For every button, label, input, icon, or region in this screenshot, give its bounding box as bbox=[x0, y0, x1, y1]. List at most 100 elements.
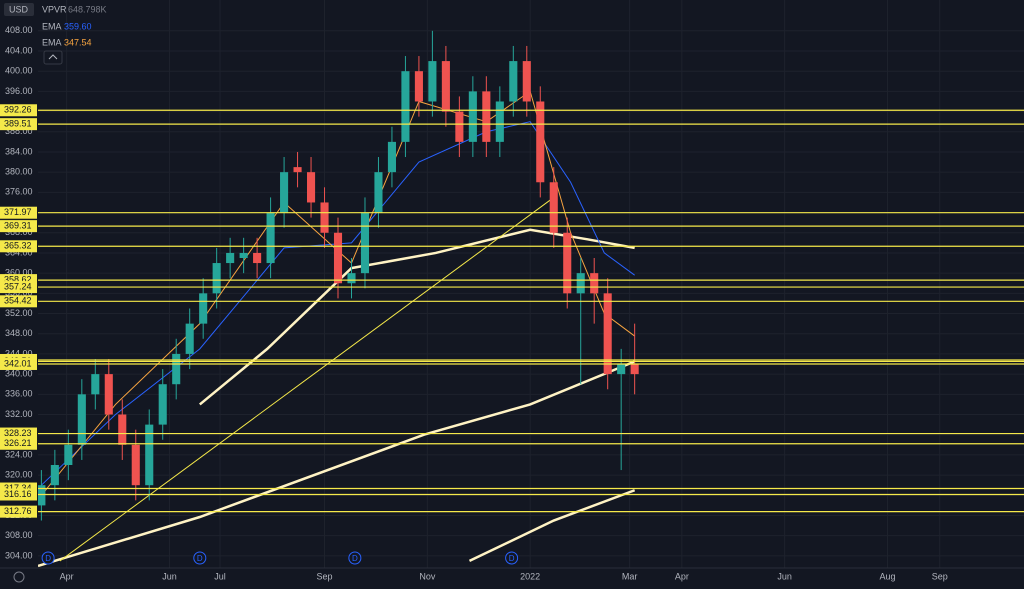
level-label: 371.97 bbox=[4, 207, 32, 217]
level-label: 365.32 bbox=[4, 241, 32, 251]
candle-body bbox=[590, 273, 599, 294]
candle-body bbox=[131, 444, 140, 486]
collapse-button[interactable] bbox=[43, 50, 63, 65]
y-tick-label: 360.00 bbox=[5, 268, 33, 278]
candle-body bbox=[603, 293, 612, 375]
level-label-box bbox=[0, 437, 37, 450]
candle-body bbox=[455, 111, 464, 142]
x-tick-label: Jun bbox=[162, 571, 177, 581]
candle-body bbox=[226, 252, 235, 264]
candle-body bbox=[64, 444, 73, 466]
candle-body bbox=[509, 61, 518, 102]
candle-body bbox=[158, 384, 167, 425]
candle-body bbox=[617, 364, 626, 375]
candle-body bbox=[104, 374, 113, 415]
candle-body bbox=[280, 172, 289, 213]
candle-body bbox=[118, 414, 127, 445]
y-tick-label: 344.00 bbox=[5, 348, 33, 358]
currency-button[interactable] bbox=[4, 3, 34, 16]
collapse-icon bbox=[48, 54, 58, 60]
indicator-line bbox=[468, 489, 636, 563]
indicator-name: VPVR bbox=[42, 4, 67, 14]
level-label: 342.01 bbox=[4, 358, 32, 368]
event-marker bbox=[41, 551, 55, 565]
level-label-box bbox=[0, 281, 37, 294]
candle-body bbox=[50, 465, 59, 486]
candle-body bbox=[172, 353, 181, 385]
candle-body bbox=[199, 293, 208, 324]
y-tick-label: 388.00 bbox=[5, 126, 33, 136]
candle-body bbox=[563, 232, 572, 294]
candle-body bbox=[77, 394, 86, 445]
candle-body bbox=[428, 61, 437, 102]
legend-name: EMA bbox=[42, 37, 62, 47]
candle-body bbox=[549, 182, 558, 233]
candle-body bbox=[266, 212, 275, 264]
x-tick-label: Jul bbox=[214, 571, 226, 581]
level-label-box bbox=[0, 240, 37, 253]
y-tick-label: 376.00 bbox=[5, 187, 33, 197]
event-marker bbox=[505, 551, 519, 565]
level-label: 317.34 bbox=[4, 483, 32, 493]
candle-body bbox=[347, 273, 356, 284]
level-label-box bbox=[0, 104, 37, 117]
level-label: 354.42 bbox=[4, 296, 32, 306]
event-label: D bbox=[45, 554, 51, 563]
candle-body bbox=[522, 61, 531, 102]
level-label-box bbox=[0, 206, 37, 219]
event-label: D bbox=[197, 554, 203, 563]
candle-body bbox=[145, 424, 154, 486]
settings-icon[interactable] bbox=[13, 571, 25, 583]
y-tick-label: 340.00 bbox=[5, 368, 33, 378]
legend-name: EMA bbox=[42, 21, 62, 31]
level-label-box bbox=[0, 220, 37, 233]
candle-body bbox=[307, 172, 316, 203]
y-tick-label: 308.00 bbox=[5, 530, 33, 540]
y-tick-label: 320.00 bbox=[5, 469, 33, 479]
level-label: 326.21 bbox=[4, 438, 32, 448]
legend-value: 347.54 bbox=[64, 37, 92, 47]
level-label: 358.62 bbox=[4, 274, 32, 284]
candle-body bbox=[482, 91, 491, 142]
level-label: 316.16 bbox=[4, 489, 32, 499]
candle-body bbox=[253, 252, 262, 264]
x-tick-label: Sep bbox=[317, 571, 333, 581]
level-label-box bbox=[0, 427, 37, 440]
event-marker bbox=[348, 551, 362, 565]
y-tick-label: 352.00 bbox=[5, 308, 33, 318]
x-tick-label: Jun bbox=[777, 571, 792, 581]
candle-body bbox=[374, 172, 383, 213]
level-label-box bbox=[0, 505, 37, 518]
level-label-box bbox=[0, 357, 37, 370]
indicator-line bbox=[59, 197, 555, 562]
x-tick-label: Mar bbox=[622, 571, 638, 581]
candle-body bbox=[495, 101, 504, 142]
y-tick-label: 380.00 bbox=[5, 167, 33, 177]
y-tick-label: 332.00 bbox=[5, 409, 33, 419]
candle-body bbox=[293, 167, 302, 173]
level-label-box bbox=[0, 295, 37, 308]
level-label-box bbox=[0, 488, 37, 501]
y-tick-label: 400.00 bbox=[5, 66, 33, 76]
x-tick-label: 2022 bbox=[520, 571, 540, 581]
y-tick-label: 304.00 bbox=[5, 550, 33, 560]
currency[interactable]: USD bbox=[9, 4, 29, 14]
x-tick-label: Nov bbox=[419, 571, 436, 581]
candle-body bbox=[360, 212, 370, 274]
event-label: D bbox=[509, 554, 515, 563]
y-tick-label: 404.00 bbox=[5, 45, 33, 55]
legend: USD VPVR 648.798K EMA 359.60 EMA 347.54 bbox=[4, 3, 107, 65]
candle-body bbox=[401, 71, 410, 142]
x-tick-label: Apr bbox=[675, 571, 689, 581]
level-label: 328.23 bbox=[4, 428, 32, 438]
x-tick-label: Aug bbox=[879, 571, 895, 581]
candle-body bbox=[630, 364, 639, 375]
indicator-value: 648.798K bbox=[68, 4, 107, 14]
candle-body bbox=[441, 61, 450, 112]
candle-body bbox=[536, 101, 545, 183]
indicator-line bbox=[37, 360, 636, 568]
legend-value: 359.60 bbox=[64, 21, 92, 31]
candle-body bbox=[414, 71, 423, 102]
